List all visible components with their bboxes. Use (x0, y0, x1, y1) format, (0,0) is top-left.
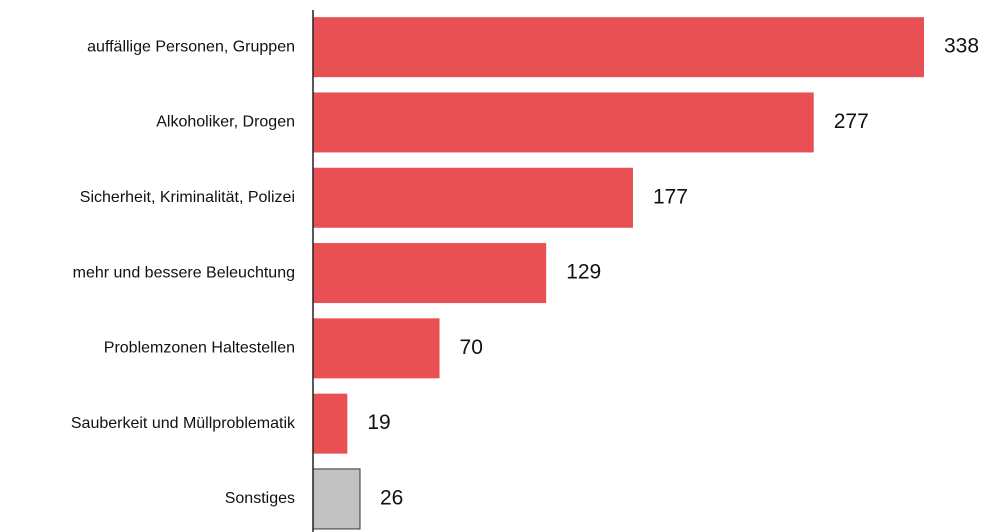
value-label: 277 (834, 110, 869, 133)
category-label: Sonstiges (225, 490, 295, 507)
value-label: 26 (380, 486, 403, 509)
bar (313, 17, 924, 78)
value-label: 177 (653, 185, 688, 208)
bar (313, 243, 547, 304)
bar (313, 318, 440, 379)
bar (313, 393, 348, 454)
category-label: Alkoholiker, Drogen (156, 114, 295, 131)
value-label: 19 (367, 411, 390, 434)
category-label: Problemzonen Haltestellen (104, 340, 295, 357)
category-label: auffällige Personen, Gruppen (87, 38, 295, 55)
category-label: mehr und bessere Beleuchtung (73, 264, 295, 281)
bar (312, 468, 361, 530)
value-label: 70 (460, 336, 483, 359)
bar (313, 167, 633, 228)
category-label: Sicherheit, Kriminalität, Polizei (80, 189, 295, 206)
value-label: 129 (566, 261, 601, 284)
bar (313, 92, 814, 153)
value-label: 338 (944, 35, 979, 58)
category-label: Sauberkeit und Müllproblematik (71, 415, 296, 432)
